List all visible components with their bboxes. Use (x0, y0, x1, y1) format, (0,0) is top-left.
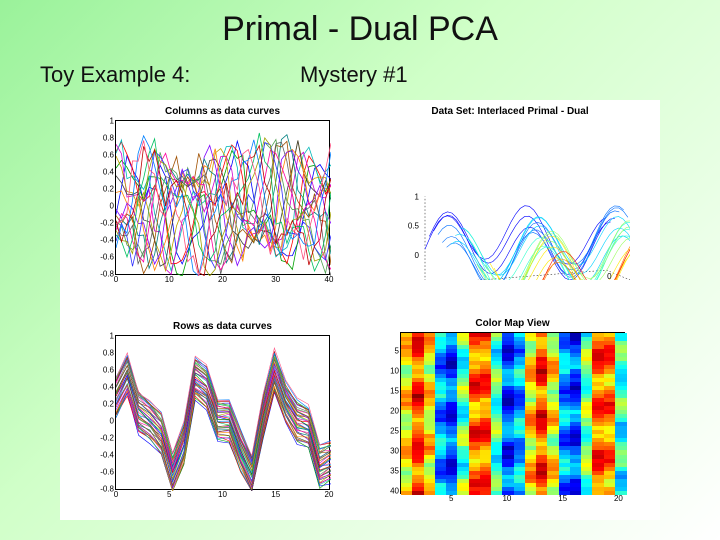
series-line (116, 363, 331, 467)
ytick-label: -0.2 (100, 219, 116, 228)
ytick-label: 0.8 (103, 133, 116, 142)
ytick-label: 0.6 (103, 365, 116, 374)
ytick-label: 0.6 (103, 150, 116, 159)
ytick-label: 30 (390, 447, 401, 456)
ytick-label: -0.2 (100, 434, 116, 443)
axis-3d-label: 0 (607, 272, 612, 280)
subtitle-1: Toy Example 4: (40, 62, 190, 87)
chart-svg (116, 336, 331, 491)
heat-cell (547, 491, 559, 496)
axis-3d-label: 0.5 (408, 222, 420, 231)
series-line (116, 381, 331, 484)
ytick-label: 10 (390, 367, 401, 376)
heat-cell (480, 491, 492, 496)
heat-cell (536, 491, 548, 496)
ytick-label: 15 (390, 387, 401, 396)
heat-cell (570, 491, 582, 496)
chart-title: Rows as data curves (115, 321, 330, 332)
heat-cell (401, 491, 413, 496)
ytick-label: 20 (390, 407, 401, 416)
series-line (116, 362, 331, 467)
ytick-label: 0.2 (103, 399, 116, 408)
ytick-label: 35 (390, 467, 401, 476)
ytick-label: 40 (390, 487, 401, 496)
subtitle-2: Mystery #1 (300, 62, 408, 88)
ytick-label: 0.2 (103, 184, 116, 193)
slide: Primal - Dual PCA Toy Example 4: Mystery… (0, 0, 720, 540)
heat-cell (615, 491, 627, 496)
axes-box: -0.8-0.6-0.4-0.200.20.40.60.8105101520 (115, 335, 330, 490)
series-line (116, 143, 331, 269)
chart-title: Color Map View (400, 318, 625, 329)
surface-line (477, 221, 630, 280)
axes-box: -0.8-0.6-0.4-0.200.20.40.60.81010203040 (115, 120, 330, 275)
chart-panel-3d: Data Set: Interlaced Primal - Dual-0.500… (390, 120, 630, 280)
ytick-label: 0.4 (103, 383, 116, 392)
subtitle-row: Toy Example 4: Mystery #1 (40, 62, 680, 88)
heat-cell (446, 491, 458, 496)
axis-3d-label: 1 (415, 192, 420, 201)
chart-panel: Columns as data curves-0.8-0.6-0.4-0.200… (115, 120, 330, 275)
ytick-label: -0.4 (100, 236, 116, 245)
series-line (116, 383, 331, 486)
page-title: Primal - Dual PCA (0, 10, 720, 49)
heat-cell (491, 491, 503, 496)
ytick-label: -0.6 (100, 467, 116, 476)
heat-cell (514, 491, 526, 496)
figure-area: Columns as data curves -0.8-0.6-0.4-0.200… (60, 100, 660, 520)
ytick-label: -0.6 (100, 252, 116, 261)
ytick-label: -0.4 (100, 451, 116, 460)
chart-3d-svg: -0.500.510510152002040 (390, 120, 630, 280)
heat-cell (469, 491, 481, 496)
ytick-label: 0.8 (103, 348, 116, 357)
chart-title: Data Set: Interlaced Primal - Dual (390, 106, 630, 117)
chart-title: Columns as data curves (115, 106, 330, 117)
heat-cell (592, 491, 604, 496)
heat-cell (604, 491, 616, 496)
heat-cell (424, 491, 436, 496)
heat-cell (581, 491, 593, 496)
ytick-label: 25 (390, 427, 401, 436)
heat-cell (502, 491, 514, 496)
heat-cell (435, 491, 447, 496)
heat-cell (559, 491, 571, 496)
axes-box: 5101520253035405101520 (400, 332, 625, 494)
axis-3d-label: 0 (415, 251, 420, 260)
heat-cell (525, 491, 537, 496)
ytick-label: 0.4 (103, 168, 116, 177)
heat-cell (412, 491, 424, 496)
chart-panel: Rows as data curves-0.8-0.6-0.4-0.200.20… (115, 335, 330, 490)
chart-panel-heatmap: Color Map View5101520253035405101520 (400, 332, 625, 494)
surface-line (460, 226, 630, 280)
chart-svg (116, 121, 331, 276)
heat-cell (457, 491, 469, 496)
